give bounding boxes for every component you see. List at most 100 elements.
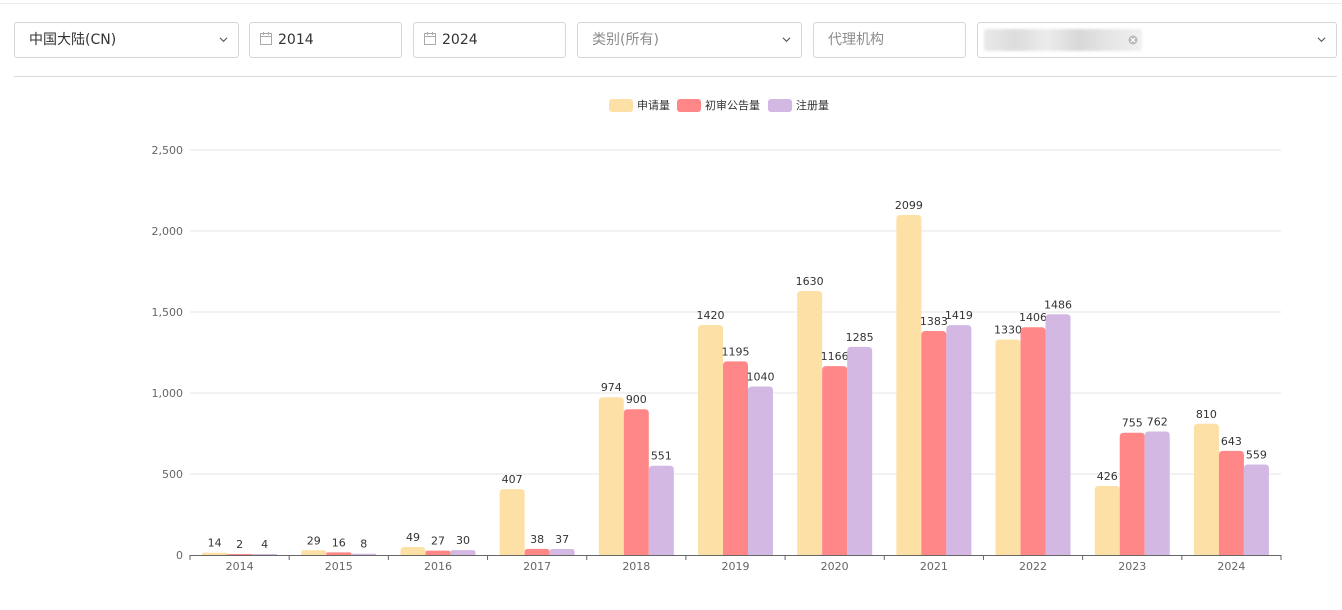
data-label: 8 <box>360 538 367 551</box>
data-label: 16 <box>332 536 346 549</box>
data-label: 1195 <box>722 345 750 358</box>
agency-placeholder: 代理机构 <box>828 32 884 48</box>
data-label: 559 <box>1246 448 1267 461</box>
x-tick-label: 2014 <box>226 560 254 573</box>
legend-label-preliminary: 初审公告量 <box>705 99 760 112</box>
bar <box>847 346 873 555</box>
data-label: 1040 <box>747 371 775 384</box>
bar <box>822 366 848 555</box>
data-label: 30 <box>456 534 470 547</box>
x-tick-label: 2021 <box>920 560 948 573</box>
data-label: 27 <box>431 535 445 548</box>
category-placeholder: 类别(所有) <box>592 32 659 48</box>
bar <box>896 214 922 555</box>
region-select-value: 中国大陆(CN) <box>29 32 117 48</box>
bar <box>1193 423 1219 555</box>
data-label: 1419 <box>945 309 973 322</box>
data-label: 755 <box>1122 417 1143 430</box>
agency-input[interactable]: 代理机构 <box>813 22 966 58</box>
end-year-picker[interactable]: 2024 <box>413 22 566 58</box>
bar <box>648 465 674 555</box>
data-label: 1285 <box>846 331 874 344</box>
bar <box>1119 432 1145 555</box>
x-tick-label: 2020 <box>821 560 849 573</box>
bar <box>326 552 352 555</box>
category-select[interactable]: 类别(所有) <box>577 22 802 58</box>
bar <box>351 553 377 555</box>
y-tick-label: 2,000 <box>152 225 184 238</box>
x-tick-label: 2018 <box>622 560 650 573</box>
legend-label-applications: 申请量 <box>637 99 670 112</box>
region-select[interactable]: 中国大陆(CN) <box>14 22 239 58</box>
data-label: 2 <box>236 538 243 551</box>
data-label: 407 <box>502 473 523 486</box>
bar <box>623 409 649 555</box>
start-year-picker[interactable]: 2014 <box>249 22 402 58</box>
legend-swatch-preliminary <box>677 99 701 112</box>
bar <box>1094 485 1120 555</box>
bar <box>995 339 1021 555</box>
y-tick-label: 2,500 <box>152 144 184 157</box>
bar <box>202 552 228 555</box>
bar <box>524 548 550 555</box>
calendar-icon <box>260 32 272 45</box>
bar <box>921 330 947 555</box>
bar <box>723 361 748 555</box>
data-label: 762 <box>1147 416 1168 429</box>
start-year-value: 2014 <box>278 32 314 48</box>
bar <box>450 550 476 555</box>
top-border <box>0 3 1342 4</box>
filter-divider <box>14 76 1337 77</box>
data-label: 1166 <box>821 350 849 363</box>
data-label: 900 <box>626 393 647 406</box>
legend-swatch-registrations <box>768 99 792 112</box>
data-label: 974 <box>601 381 622 394</box>
x-tick-label: 2015 <box>325 560 353 573</box>
data-label: 810 <box>1196 408 1217 421</box>
calendar-icon <box>424 32 436 45</box>
chevron-down-icon <box>219 37 228 43</box>
x-tick-label: 2016 <box>424 560 452 573</box>
bar <box>425 550 451 555</box>
data-label: 29 <box>307 534 321 547</box>
bar <box>748 386 773 555</box>
data-label: 49 <box>406 531 420 544</box>
bar <box>301 550 327 555</box>
data-label: 551 <box>651 450 672 463</box>
bar <box>227 554 253 555</box>
chevron-down-icon <box>1317 37 1326 43</box>
close-icon[interactable] <box>1128 35 1138 45</box>
bar <box>598 397 624 555</box>
bar <box>1218 450 1244 555</box>
bar <box>1144 431 1170 555</box>
y-tick-label: 1,000 <box>152 387 184 400</box>
x-tick-label: 2019 <box>722 560 750 573</box>
selected-tag <box>984 29 1142 51</box>
y-tick-label: 500 <box>162 468 183 481</box>
legend-swatch-applications <box>609 99 633 112</box>
x-tick-label: 2024 <box>1217 560 1245 573</box>
bar <box>400 547 426 555</box>
y-tick-label: 0 <box>176 549 183 562</box>
x-tick-label: 2023 <box>1118 560 1146 573</box>
data-label: 38 <box>530 533 544 546</box>
data-label: 1420 <box>697 309 725 322</box>
data-label: 1630 <box>796 275 824 288</box>
legend-label-registrations: 注册量 <box>796 99 829 112</box>
data-label: 1406 <box>1019 311 1047 324</box>
bar <box>946 325 972 555</box>
bar <box>499 489 525 555</box>
chevron-down-icon <box>782 37 791 43</box>
end-year-value: 2024 <box>442 32 478 48</box>
x-tick-label: 2017 <box>523 560 551 573</box>
data-label: 1486 <box>1044 298 1072 311</box>
filter-bar: 中国大陆(CN) 2014 2024 类别(所有) 代理机构 <box>0 0 1342 78</box>
x-tick-label: 2022 <box>1019 560 1047 573</box>
bar <box>698 324 723 555</box>
data-label: 14 <box>208 537 222 550</box>
owner-multiselect[interactable] <box>977 22 1337 58</box>
bar <box>797 290 823 555</box>
data-label: 426 <box>1097 470 1118 483</box>
bar <box>252 554 278 555</box>
